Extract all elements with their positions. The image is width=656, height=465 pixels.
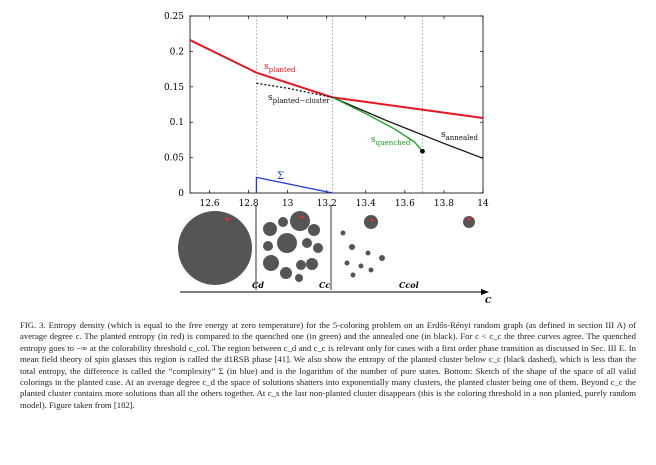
sketch-axis-label: C: [485, 295, 492, 305]
quenched-endpoint: [420, 148, 425, 154]
y-tick-label: 0.25: [164, 12, 184, 22]
label-sigma: Σ: [277, 171, 284, 182]
planted-marker: [225, 217, 229, 221]
x-tick-label: 12.8: [239, 199, 259, 209]
entropy-plot: 12.6 12.8 13 13.2 13.4 13.6 13.8 14 0 0.05 0.1 0.1…: [164, 12, 489, 209]
figure-svg: 12.6 12.8 13 13.2 13.4 13.6 13.8 14 0 0.05 0.1 0.1…: [164, 12, 492, 305]
clusters-condensed: [340, 215, 475, 278]
threshold-label-cd: Cd: [252, 280, 264, 290]
plot-frame: [189, 15, 484, 194]
y-tick-label: 0.15: [164, 83, 184, 93]
threshold-label-ccol: Ccol: [399, 280, 419, 290]
planted-marker-mid: [300, 215, 304, 219]
y-tick-label: 0.2: [170, 47, 184, 57]
planted-marker-right: [370, 218, 374, 222]
y-axis-ticks: 0 0.05 0.1 0.15 0.2 0.25: [164, 12, 483, 199]
label-s-quenched: squenched: [371, 135, 411, 147]
series-s-planted: [189, 39, 484, 119]
x-axis-ticks: 12.6 12.8 13 13.2 13.4 13.6 13.8 14: [200, 16, 489, 209]
y-tick-label: 0.05: [164, 154, 184, 164]
x-tick-label: 13.6: [395, 199, 415, 209]
x-tick-label: 12.6: [200, 199, 220, 209]
x-tick-label: 13: [282, 199, 294, 209]
threshold-lines: [256, 16, 423, 193]
x-tick-label: 13.2: [317, 199, 337, 209]
label-s-annealed: sannealed: [441, 130, 479, 142]
x-tick-label: 13.4: [356, 199, 376, 209]
y-tick-label: 0: [178, 189, 184, 199]
solution-space-sketch: Cd Cc Ccol C: [178, 205, 492, 305]
series--: [255, 176, 333, 194]
curves: [189, 39, 484, 194]
clusters-shattered: [263, 211, 323, 282]
sketch-axis-arrow: [481, 289, 489, 295]
series-s-quenched: [332, 96, 423, 152]
label-s-planted-cluster: splanted−cluster: [268, 93, 331, 105]
x-tick-label: 14: [477, 199, 489, 209]
figure-caption: FIG. 3. Entropy density (which is equal …: [20, 320, 636, 410]
planted-marker-far: [467, 217, 471, 221]
y-tick-label: 0.1: [170, 118, 184, 128]
threshold-label-cc: Cc: [319, 280, 330, 290]
x-tick-label: 13.8: [434, 199, 454, 209]
giant-cluster: [178, 211, 252, 285]
series-s-annealed: [332, 96, 484, 159]
label-s-planted: splanted: [264, 62, 296, 74]
